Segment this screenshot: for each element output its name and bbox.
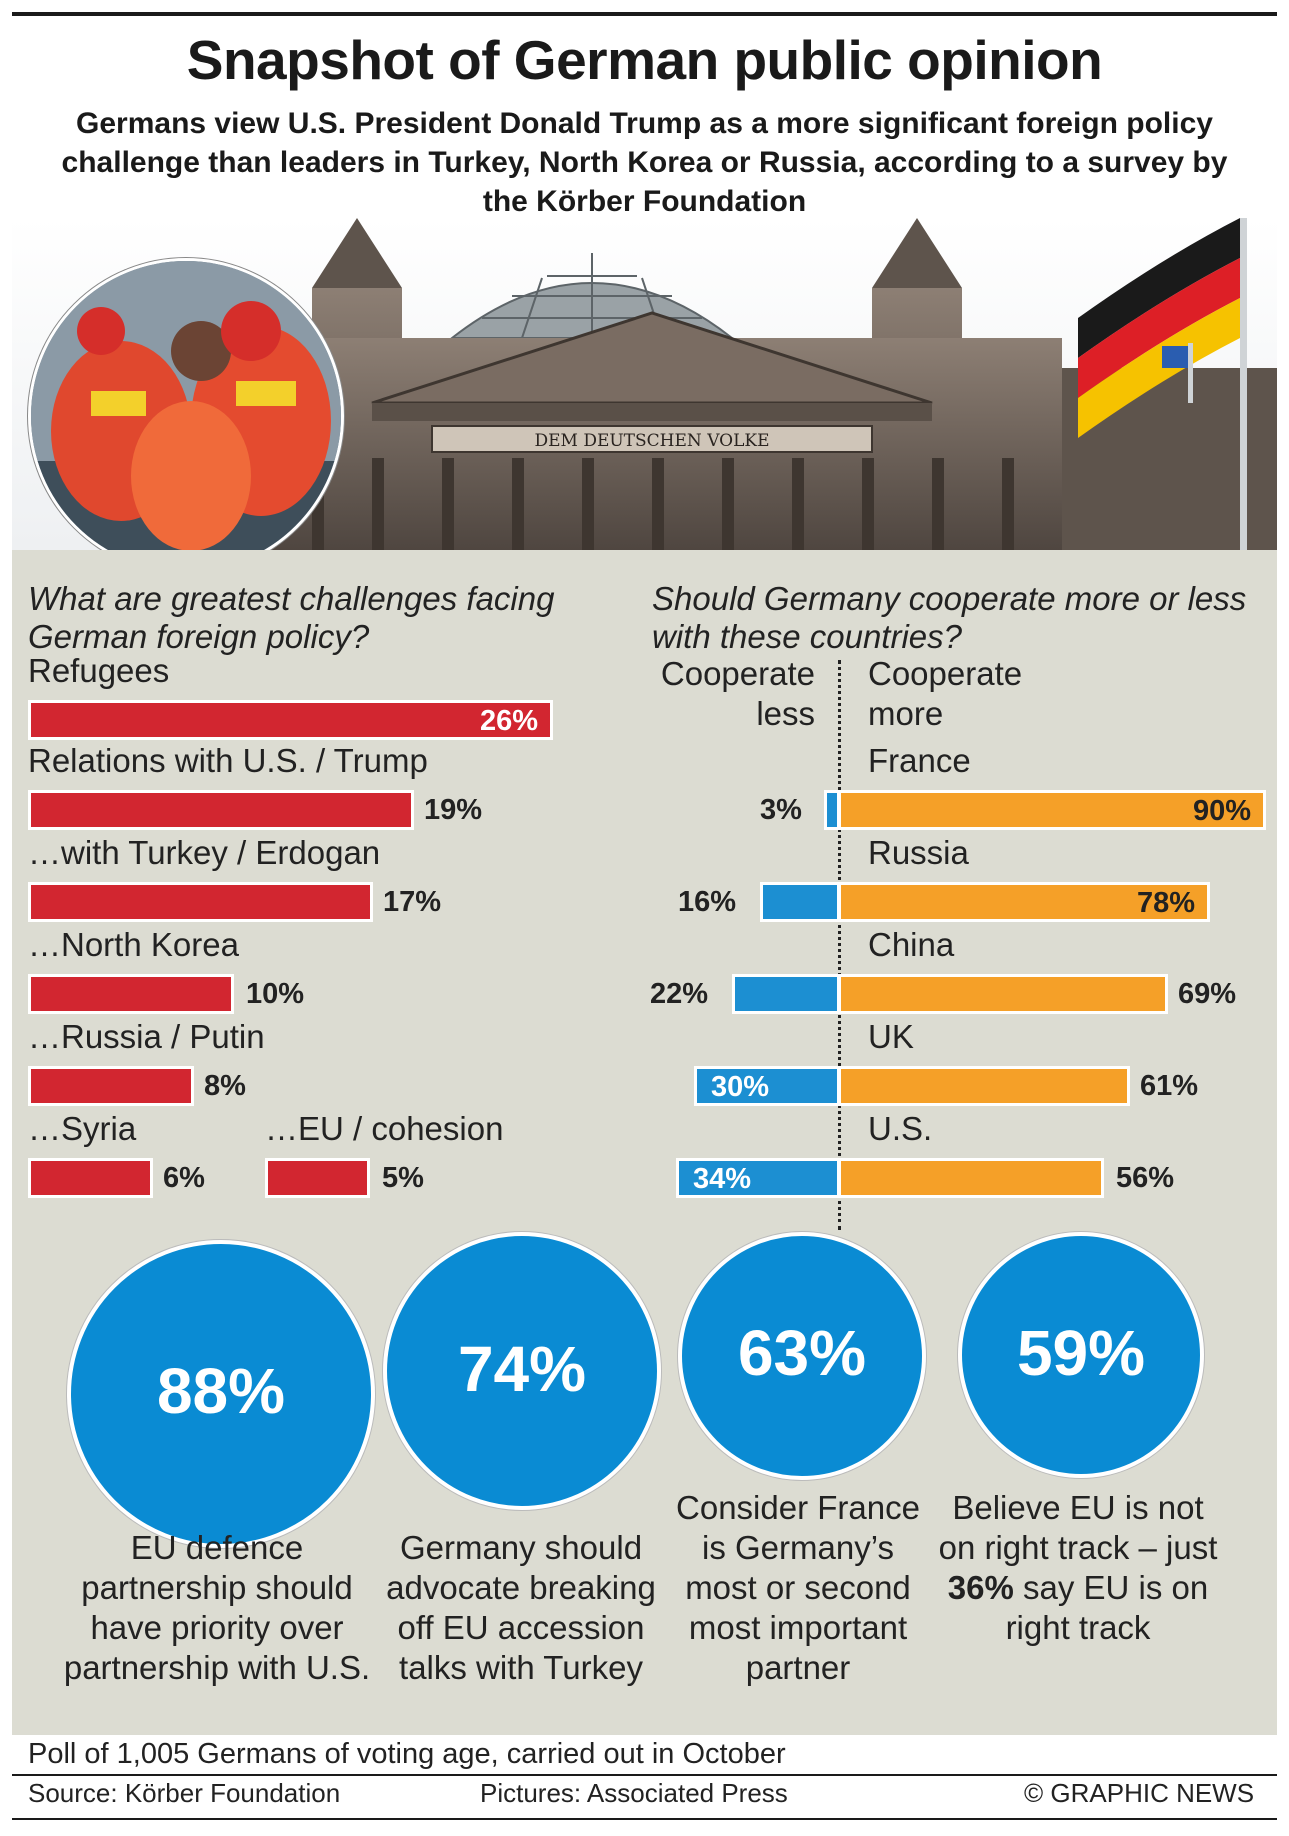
more-bar-uk xyxy=(838,1066,1130,1106)
stat-desc-france-partner: Consider France is Germany’s most or sec… xyxy=(676,1489,920,1686)
challenge-label-turkey: …with Turkey / Erdogan xyxy=(28,834,381,871)
reichstag-photo: DEM DEUTSCHEN VOLKE xyxy=(12,218,1277,550)
footer-copyright: © GRAPHIC NEWS xyxy=(1024,1778,1255,1808)
stat-desc-eu-track-text-end: say EU is on right track xyxy=(1005,1569,1209,1646)
stat-desc-eu-track-highlight: 36% xyxy=(947,1569,1014,1606)
challenge-value-syria: 6% xyxy=(163,1162,205,1194)
stat-desc-eu-track-text: Believe EU is not on right track – just xyxy=(938,1489,1218,1566)
less-bar-china xyxy=(732,974,840,1014)
challenge-label-syria: …Syria xyxy=(28,1110,137,1147)
less-bar-us: 34% xyxy=(676,1158,840,1198)
challenge-label-north-korea: …North Korea xyxy=(28,926,239,963)
challenge-value-north-korea: 10% xyxy=(246,978,305,1010)
stat-value-eu-defence: 88% xyxy=(156,1355,286,1427)
poll-note: Poll of 1,005 Germans of voting age, car… xyxy=(28,1738,786,1770)
challenge-label-russia: …Russia / Putin xyxy=(28,1018,265,1055)
more-bar-russia: 78% xyxy=(838,882,1210,922)
building-inscription: DEM DEUTSCHEN VOLKE xyxy=(534,431,769,451)
stat-desc-eu-defence: EU defence partnership should have prior… xyxy=(63,1529,371,1686)
more-value-russia: 78% xyxy=(1136,887,1195,919)
footer-pictures: Pictures: Associated Press xyxy=(480,1778,788,1808)
stat-desc-turkey-talks: Germany should advocate breaking off EU … xyxy=(386,1529,656,1686)
stat-value-france-partner: 63% xyxy=(737,1317,867,1389)
challenge-label-refugees: Refugees xyxy=(28,652,170,689)
more-bar-us xyxy=(838,1158,1104,1198)
cooperate-more-header: Cooperate more xyxy=(868,655,1023,732)
page-subtitle: Germans view U.S. President Donald Trump… xyxy=(61,107,1228,218)
more-bar-china xyxy=(838,974,1168,1014)
country-label-china: China xyxy=(868,926,955,963)
challenge-bar-syria xyxy=(28,1158,153,1198)
stat-circle-france-partner: 63% xyxy=(678,1232,926,1480)
challenge-value-eu: 5% xyxy=(382,1162,424,1194)
challenge-bar-eu xyxy=(265,1158,370,1198)
less-value-uk: 30% xyxy=(711,1071,770,1103)
footer-rule-bottom xyxy=(12,1818,1277,1820)
challenge-value-turkey: 17% xyxy=(383,886,442,918)
less-value-russia: 16% xyxy=(678,886,737,918)
country-label-us: U.S. xyxy=(868,1110,933,1147)
challenge-value-us-trump: 19% xyxy=(424,794,483,826)
center-divider xyxy=(838,660,841,1230)
stat-value-eu-track: 59% xyxy=(1016,1317,1146,1389)
refugee-rescue-photo xyxy=(28,258,344,574)
stat-circle-eu-defence: 88% xyxy=(67,1240,375,1548)
less-value-france: 3% xyxy=(760,794,802,826)
country-label-uk: UK xyxy=(868,1018,914,1055)
challenges-question: What are greatest challenges facing Germ… xyxy=(28,580,555,655)
less-value-china: 22% xyxy=(650,978,709,1010)
country-label-france: France xyxy=(868,742,971,779)
challenge-value-russia: 8% xyxy=(204,1070,246,1102)
footer-source: Source: Körber Foundation xyxy=(28,1778,341,1808)
challenge-value-refugees: 26% xyxy=(479,705,538,737)
less-bar-uk: 30% xyxy=(694,1066,840,1106)
stat-value-turkey-talks: 74% xyxy=(457,1333,587,1405)
challenge-bar-turkey xyxy=(28,882,373,922)
more-value-uk: 61% xyxy=(1140,1070,1199,1102)
cooperation-question: Should Germany cooperate more or less wi… xyxy=(652,580,1247,655)
country-label-russia: Russia xyxy=(868,834,969,871)
challenge-label-eu: …EU / cohesion xyxy=(265,1110,504,1147)
less-value-us: 34% xyxy=(693,1163,752,1195)
challenge-bar-us-trump xyxy=(28,790,414,830)
more-bar-france: 90% xyxy=(838,790,1266,830)
more-value-us: 56% xyxy=(1116,1162,1175,1194)
challenge-bar-russia xyxy=(28,1066,194,1106)
challenge-bar-north-korea xyxy=(28,974,234,1014)
footer-rule-top xyxy=(12,1774,1277,1776)
top-rule xyxy=(12,12,1277,16)
cooperate-less-header: Cooperate less xyxy=(660,655,815,732)
page-title: Snapshot of German public opinion xyxy=(186,29,1103,91)
stat-circle-eu-track: 59% xyxy=(958,1232,1204,1478)
challenge-label-us-trump: Relations with U.S. / Trump xyxy=(28,742,428,779)
stat-circle-turkey-talks: 74% xyxy=(383,1232,661,1510)
less-bar-russia xyxy=(760,882,840,922)
challenge-bar-refugees: 26% xyxy=(28,700,553,740)
stat-desc-eu-track: Believe EU is not on right track – just … xyxy=(938,1488,1218,1648)
more-value-china: 69% xyxy=(1178,978,1237,1010)
more-value-france: 90% xyxy=(1192,795,1251,827)
